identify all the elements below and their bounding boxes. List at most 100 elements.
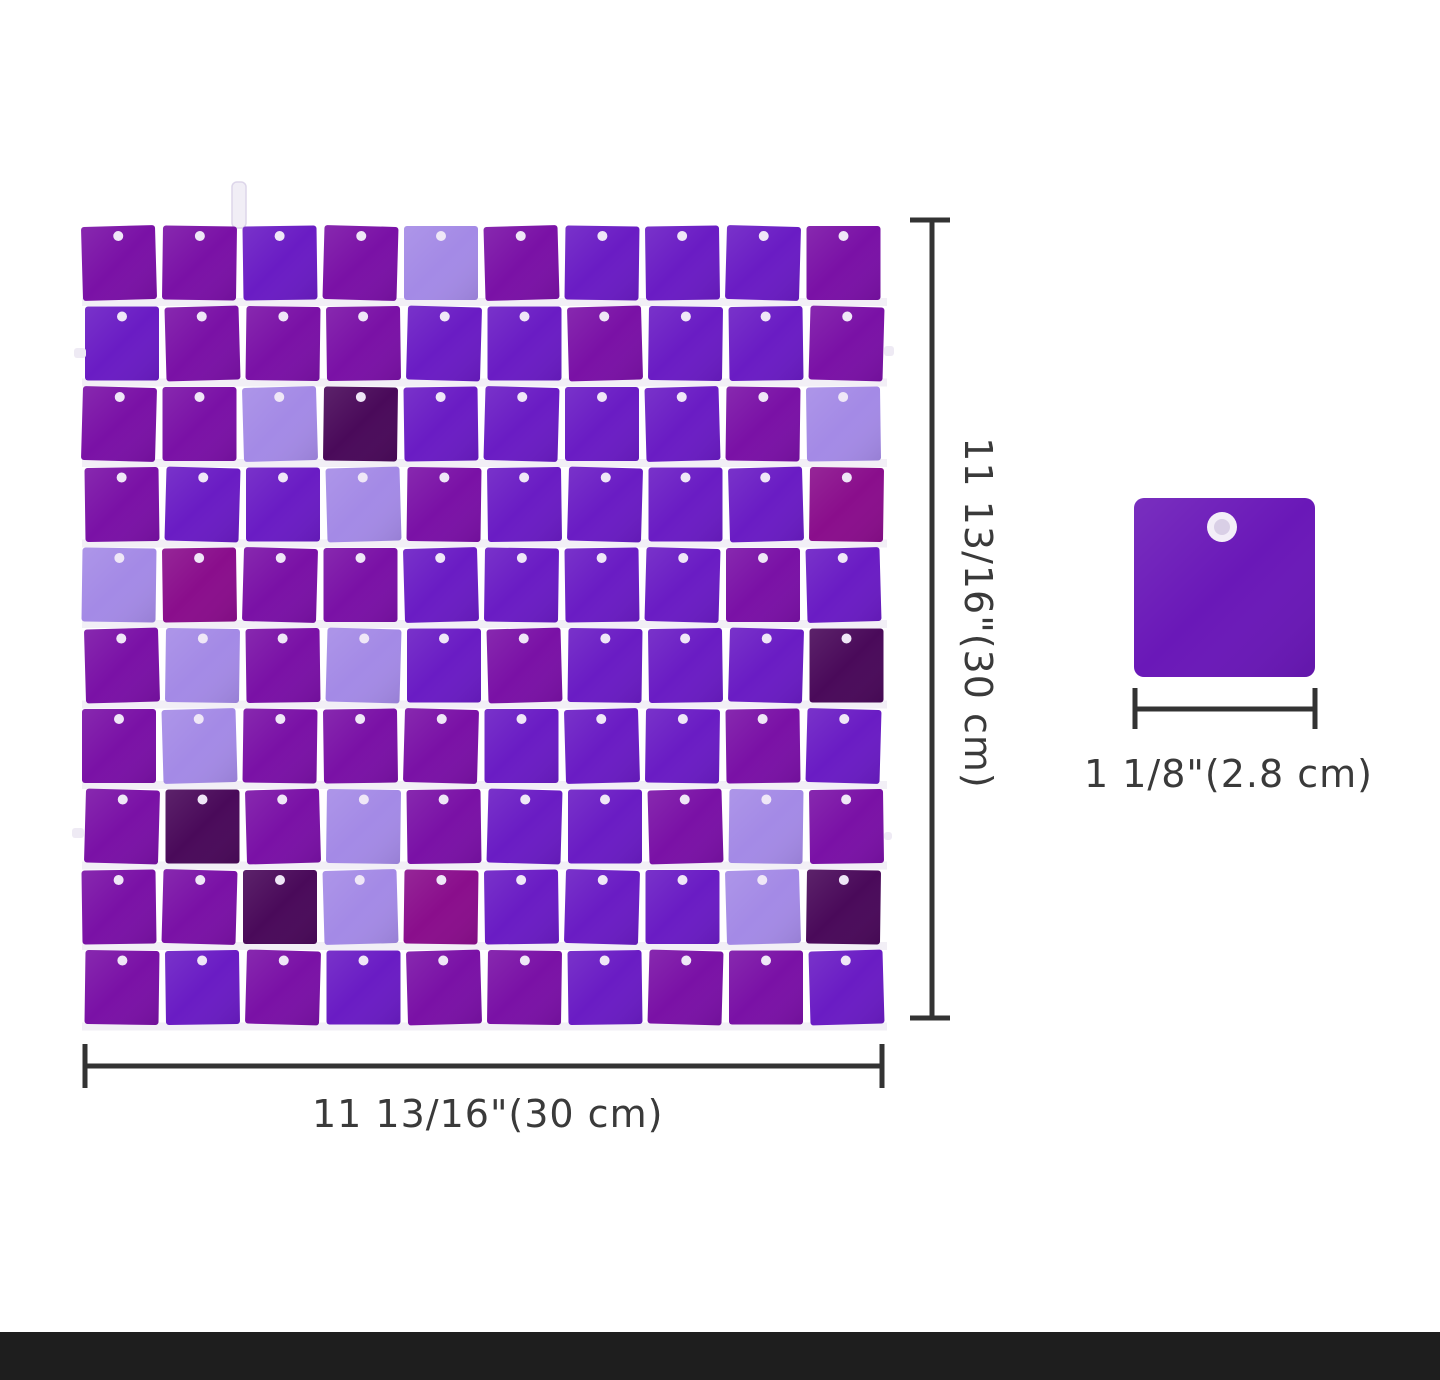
sequin-tile — [647, 788, 724, 865]
sequin-hole — [356, 231, 367, 242]
sequin-tile — [567, 305, 643, 382]
sequin-hole — [757, 875, 768, 886]
sequin-hole — [516, 714, 527, 724]
sequin-hole — [516, 553, 527, 564]
sequin-tile — [565, 387, 639, 461]
sequin-tile — [323, 386, 398, 462]
sequin-hole — [518, 633, 529, 644]
sequin-tile — [81, 386, 157, 462]
sequin-hole — [758, 553, 768, 563]
side-clip-left-bottom — [72, 828, 84, 838]
panel-height-label: 11 13/16"(30 cm) — [956, 437, 1000, 789]
sequin-hole — [197, 794, 208, 805]
sequin-hole — [758, 231, 769, 242]
sequin-hole — [194, 392, 205, 402]
sequin-tile — [567, 950, 643, 1025]
sequin-hole — [194, 231, 205, 242]
sequin-hole — [113, 231, 124, 242]
sequin-tile — [647, 949, 724, 1026]
hanging-tab — [231, 181, 247, 229]
sequin-hole — [439, 633, 449, 644]
sequin-tile — [85, 306, 159, 381]
sequin-tile — [406, 949, 482, 1026]
sequin-tile — [728, 306, 804, 381]
sequin-hole — [600, 472, 611, 483]
sequin-tile — [165, 628, 240, 703]
sequin-hole — [438, 794, 449, 805]
sequin-tile — [806, 386, 881, 462]
sequin-hole — [757, 714, 768, 725]
sequin-hole — [116, 472, 127, 483]
sequin-tile — [403, 386, 479, 462]
sequin-hole — [358, 311, 369, 322]
sequin-hole — [517, 392, 528, 403]
sequin-hole — [117, 955, 128, 966]
sequin-tile — [243, 870, 317, 944]
sequin-hole — [197, 955, 208, 966]
sequin-tile — [82, 709, 156, 783]
sequin-hole — [277, 633, 288, 644]
sequin-hole — [519, 472, 530, 483]
sequin-hole — [274, 392, 285, 403]
row-connector — [82, 459, 887, 467]
sequin-tile — [404, 226, 478, 300]
sequin-tile — [161, 869, 238, 945]
sequin-tile — [165, 789, 240, 864]
sequin-grid — [81, 225, 885, 1026]
side-clip-right-bottom — [884, 832, 892, 840]
single-sequin — [1134, 498, 1315, 677]
sequin-tile — [725, 708, 801, 784]
sequin-hole — [436, 714, 447, 725]
row-connector — [82, 1022, 887, 1031]
sequin-hole — [278, 955, 289, 966]
sequin-hole — [597, 392, 607, 402]
sequin-tile — [728, 789, 804, 864]
sequin-tile — [645, 708, 720, 784]
sequin-tile — [84, 950, 160, 1025]
sequin-hole — [837, 553, 848, 564]
sequin-tile — [242, 225, 318, 301]
sequin-tile — [564, 547, 640, 623]
sequin-tile — [486, 627, 563, 704]
row-connector — [82, 942, 887, 950]
sequin-tile — [728, 627, 804, 704]
sequin-tile — [644, 547, 721, 623]
sequin-tile — [323, 548, 398, 622]
sequin-tile — [484, 547, 559, 623]
sequin-tile — [81, 547, 157, 623]
sequin-hole — [275, 714, 286, 725]
sequin-tile — [326, 950, 401, 1025]
row-connector — [82, 700, 887, 709]
sequin-hole — [275, 553, 286, 564]
sequin-hole — [277, 794, 288, 805]
sequin-tile — [726, 548, 800, 622]
sequin-hole — [519, 311, 530, 322]
sequin-tile — [567, 466, 643, 543]
sequin-tile — [81, 869, 157, 945]
sequin-tile — [806, 226, 881, 300]
sequin-hole — [840, 955, 851, 966]
sequin-hole — [515, 231, 526, 242]
sequin-tile — [242, 547, 318, 623]
sequin-hole — [520, 794, 531, 805]
sequin-hole — [355, 714, 366, 725]
sequin-hole — [599, 955, 610, 966]
width-dimension-line — [82, 1044, 885, 1088]
sequin-hole — [195, 875, 206, 886]
sequin-hole — [839, 714, 850, 725]
grid-connectors — [82, 298, 887, 1031]
sequin-tile — [245, 949, 321, 1026]
sequin-hole — [114, 392, 125, 403]
sequin-hole — [194, 553, 205, 564]
sequin-tile — [84, 627, 160, 704]
sequin-tile — [164, 305, 241, 382]
sequin-tile — [567, 628, 643, 703]
sequin-tile — [245, 306, 321, 381]
sequin-hole — [197, 633, 208, 644]
sequin-tile — [403, 869, 479, 945]
sequin-tile — [242, 386, 318, 462]
sequin-hole — [114, 553, 125, 564]
sequin-hole — [354, 875, 365, 886]
sequin-hole — [438, 955, 449, 966]
sequin-tile — [325, 466, 402, 543]
